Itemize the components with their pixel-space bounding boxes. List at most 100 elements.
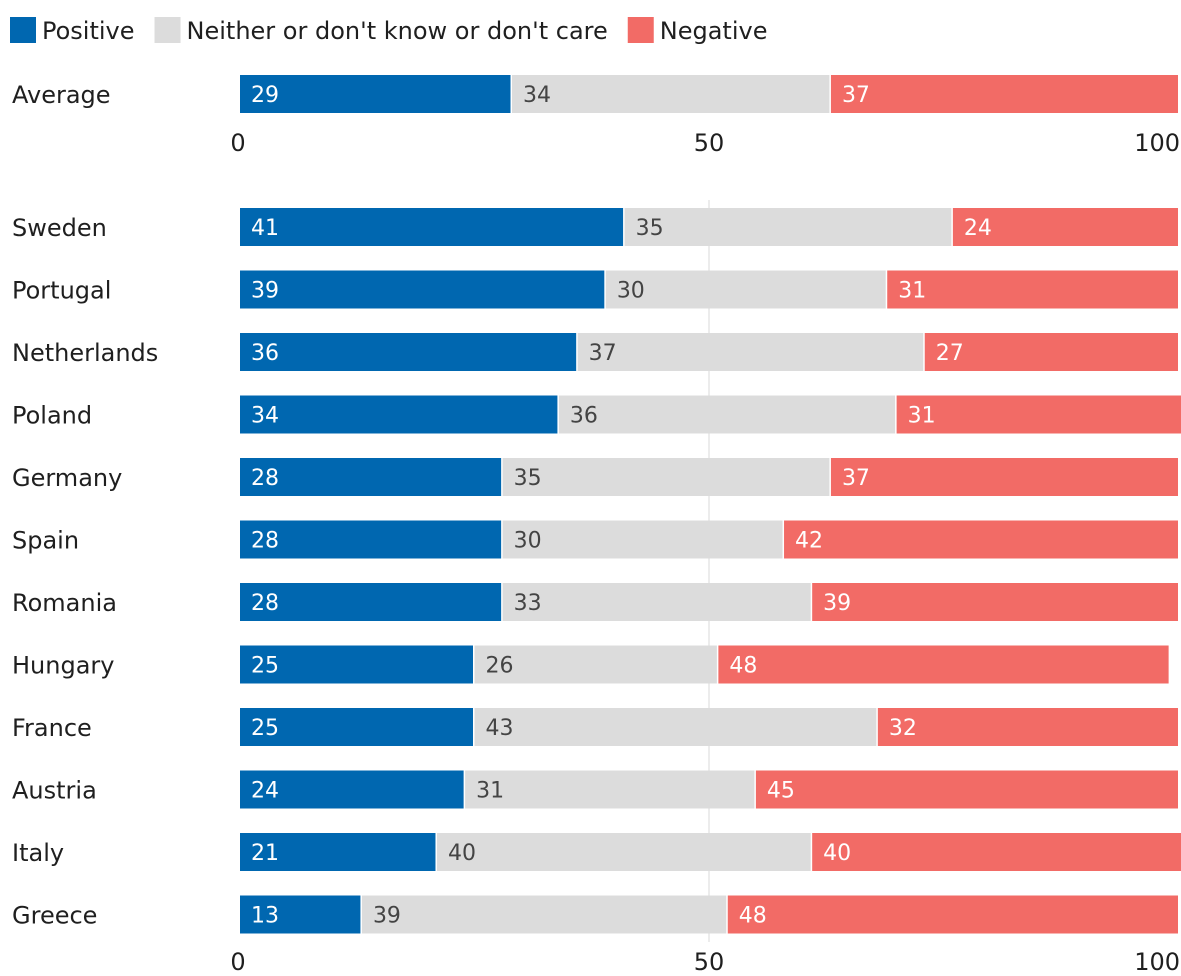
value-label-austria-positive: 24 bbox=[251, 779, 279, 804]
bar-greece-neither bbox=[361, 895, 727, 934]
value-label-italy-negative: 40 bbox=[823, 841, 851, 866]
value-label-france-neither: 43 bbox=[486, 716, 514, 741]
value-label-sweden-negative: 24 bbox=[964, 216, 992, 241]
value-label-sweden-positive: 41 bbox=[251, 216, 279, 241]
bar-germany-positive bbox=[240, 458, 502, 496]
value-label-romania-neither: 33 bbox=[514, 591, 542, 616]
legend-swatch-negative bbox=[627, 17, 654, 43]
category-label-average: Average bbox=[12, 81, 111, 109]
category-label-netherlands: Netherlands bbox=[12, 339, 158, 367]
bar-italy-neither bbox=[436, 833, 811, 871]
category-label-austria: Austria bbox=[12, 777, 97, 805]
value-label-austria-neither: 31 bbox=[476, 779, 504, 804]
value-label-average-negative: 37 bbox=[842, 83, 870, 108]
bar-sweden-negative bbox=[952, 208, 1178, 246]
legend-swatch-neither bbox=[154, 17, 181, 43]
value-label-average-positive: 29 bbox=[251, 83, 279, 108]
value-label-italy-neither: 40 bbox=[448, 841, 476, 866]
bar-greece-negative bbox=[727, 895, 1178, 934]
value-label-spain-negative: 42 bbox=[795, 529, 823, 554]
value-label-hungary-negative: 48 bbox=[729, 654, 757, 679]
bar-austria-positive bbox=[240, 770, 464, 809]
value-label-sweden-neither: 35 bbox=[636, 216, 664, 241]
category-label-poland: Poland bbox=[12, 402, 92, 430]
value-label-germany-neither: 35 bbox=[514, 466, 542, 491]
bar-netherlands-positive bbox=[240, 333, 577, 371]
tick-label-top-100: 100 bbox=[1134, 129, 1180, 157]
legend-label-neither: Neither or don't know or don't care bbox=[187, 17, 608, 45]
value-label-italy-positive: 21 bbox=[251, 841, 279, 866]
bar-hungary-positive bbox=[240, 645, 473, 684]
value-label-greece-negative: 48 bbox=[739, 904, 767, 929]
value-label-poland-neither: 36 bbox=[570, 404, 598, 429]
value-label-germany-negative: 37 bbox=[842, 466, 870, 491]
bar-romania-positive bbox=[240, 583, 502, 621]
bar-austria-neither bbox=[465, 770, 755, 809]
bar-france-neither bbox=[474, 708, 877, 746]
bar-romania-negative bbox=[812, 583, 1178, 621]
bar-average-neither bbox=[512, 75, 830, 113]
bar-spain-positive bbox=[240, 520, 502, 559]
bar-netherlands-negative bbox=[924, 333, 1178, 371]
category-label-italy: Italy bbox=[12, 839, 64, 867]
tick-label-bottom-100: 100 bbox=[1134, 948, 1180, 976]
bar-italy-negative bbox=[812, 833, 1181, 871]
tick-label-bottom-50: 50 bbox=[694, 948, 725, 976]
bar-greece-positive bbox=[240, 895, 361, 934]
bar-france-negative bbox=[877, 708, 1178, 746]
category-label-germany: Germany bbox=[12, 464, 122, 492]
value-label-average-neither: 34 bbox=[523, 83, 551, 108]
value-label-portugal-neither: 30 bbox=[617, 279, 645, 304]
value-label-romania-negative: 39 bbox=[823, 591, 851, 616]
value-label-greece-neither: 39 bbox=[373, 904, 401, 929]
bar-average-negative bbox=[830, 75, 1178, 113]
bar-average-positive bbox=[240, 75, 511, 113]
bar-spain-negative bbox=[784, 520, 1178, 559]
bar-portugal-positive bbox=[240, 270, 605, 309]
value-label-poland-positive: 34 bbox=[251, 404, 279, 429]
bar-portugal-negative bbox=[887, 270, 1178, 309]
legend: Positive Neither or don't know or don't c… bbox=[10, 17, 767, 45]
bar-austria-negative bbox=[755, 770, 1178, 809]
legend-swatch-positive bbox=[10, 17, 36, 43]
bar-netherlands-neither bbox=[577, 333, 924, 371]
value-label-portugal-positive: 39 bbox=[251, 279, 279, 304]
value-label-france-positive: 25 bbox=[251, 716, 279, 741]
value-label-spain-neither: 30 bbox=[514, 529, 542, 554]
value-label-hungary-neither: 26 bbox=[486, 654, 514, 679]
bar-sweden-positive bbox=[240, 208, 624, 246]
value-label-france-negative: 32 bbox=[889, 716, 917, 741]
value-label-netherlands-positive: 36 bbox=[251, 341, 279, 366]
bar-poland-negative bbox=[896, 395, 1181, 434]
tick-label-top-50: 50 bbox=[694, 129, 725, 157]
bar-france-positive bbox=[240, 708, 473, 746]
category-label-romania: Romania bbox=[12, 589, 117, 617]
category-label-greece: Greece bbox=[12, 902, 97, 930]
value-label-netherlands-neither: 37 bbox=[589, 341, 617, 366]
value-label-romania-positive: 28 bbox=[251, 591, 279, 616]
value-label-greece-positive: 13 bbox=[251, 904, 279, 929]
bar-germany-neither bbox=[502, 458, 830, 496]
value-label-austria-negative: 45 bbox=[767, 779, 795, 804]
value-label-spain-positive: 28 bbox=[251, 529, 279, 554]
legend-label-negative: Negative bbox=[660, 17, 768, 45]
bar-spain-neither bbox=[502, 520, 783, 559]
value-label-hungary-positive: 25 bbox=[251, 654, 279, 679]
bar-poland-neither bbox=[558, 395, 896, 434]
bar-hungary-negative bbox=[718, 645, 1169, 684]
category-label-sweden: Sweden bbox=[12, 214, 107, 242]
category-label-france: France bbox=[12, 714, 92, 742]
value-label-netherlands-negative: 27 bbox=[936, 341, 964, 366]
value-label-portugal-negative: 31 bbox=[898, 279, 926, 304]
bar-poland-positive bbox=[240, 395, 558, 434]
bars: 29 34 37 41 35 24 39 30 31 36 37 27 34 36 31 28 35 37 28 30… bbox=[240, 75, 1181, 934]
tick-label-top-0: 0 bbox=[230, 129, 245, 157]
bar-portugal-neither bbox=[605, 270, 886, 309]
bar-italy-positive bbox=[240, 833, 436, 871]
tick-label-bottom-0: 0 bbox=[230, 948, 245, 976]
bar-germany-negative bbox=[830, 458, 1178, 496]
legend-label-positive: Positive bbox=[42, 17, 135, 45]
bar-hungary-neither bbox=[474, 645, 717, 684]
axis-ticks: 0 50 100 0 50 100 bbox=[230, 129, 1180, 976]
